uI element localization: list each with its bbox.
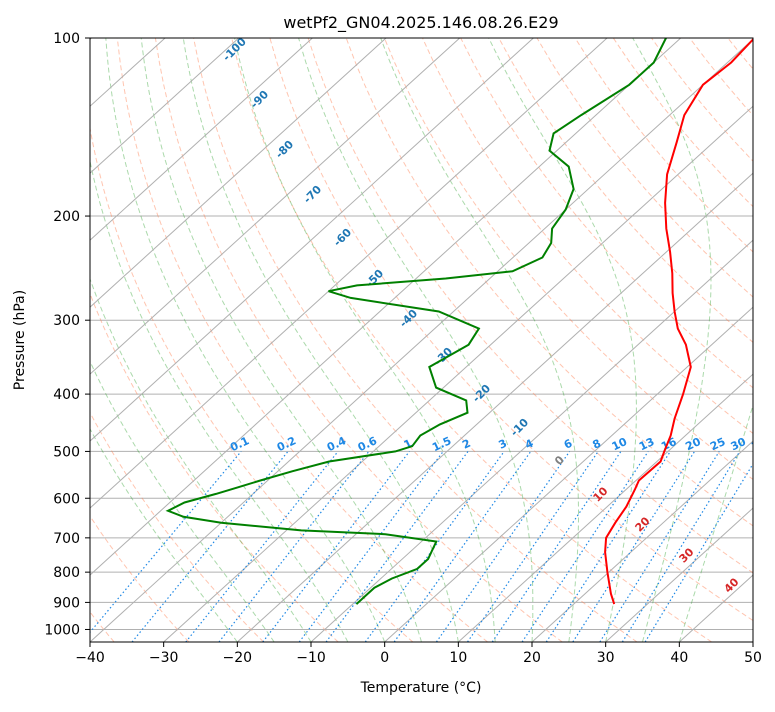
y-tick-label: 800	[53, 565, 80, 581]
y-tick-label: 900	[53, 595, 80, 611]
dry-adiabat-label: -10	[508, 416, 531, 439]
x-tick-label: −30	[149, 650, 179, 666]
y-tick-label: 1000	[44, 622, 80, 638]
mixing-ratio-line	[546, 451, 670, 642]
x-tick-label: −10	[296, 650, 326, 666]
chart-title: wetPf2_GN04.2025.146.08.26.E29	[283, 13, 558, 33]
y-tick-label: 500	[53, 444, 80, 460]
dry-adiabat-label: 0	[552, 453, 567, 468]
isotherm-line	[385, 38, 775, 642]
isotherm-line	[16, 38, 680, 642]
mixing-ratio-label: 25	[708, 435, 727, 453]
dry-adiabat-line	[79, 38, 413, 642]
mixing-ratio-label: 20	[683, 435, 703, 453]
isotherm-line	[0, 38, 533, 642]
y-axis-label: Pressure (hPa)	[12, 290, 28, 390]
mixing-ratio-line	[263, 451, 410, 642]
moist-adiabat-line	[633, 38, 711, 642]
dry-adiabat-label: -60	[331, 226, 354, 249]
dry-adiabat-label: -80	[273, 138, 296, 161]
x-axis-label: Temperature (°C)	[360, 680, 482, 696]
dry-adiabat-label: 40	[722, 575, 742, 595]
mixing-ratio-line	[600, 451, 719, 642]
moist-adiabat-line	[141, 38, 421, 642]
dry-adiabat-label: -70	[301, 183, 324, 206]
dry-adiabat-line	[499, 38, 775, 642]
mixing-ratio-label: 2	[460, 437, 472, 452]
x-tick-label: 10	[449, 650, 467, 666]
mixing-ratio-line	[492, 451, 621, 642]
x-tick-label: −40	[75, 650, 105, 666]
mixing-ratio-line	[573, 451, 695, 642]
dry-adiabat-label: -40	[397, 307, 420, 330]
mixing-ratio-line	[394, 451, 531, 642]
x-tick-label: 0	[380, 650, 389, 666]
dry-adiabat-line	[537, 38, 775, 642]
y-tick-label: 100	[53, 31, 80, 47]
dry-adiabat-line	[270, 38, 775, 642]
moist-adiabat-line	[48, 38, 311, 642]
mixing-ratio-line	[299, 451, 443, 642]
x-tick-label: 40	[670, 650, 688, 666]
dry-adiabat-label: 10	[591, 484, 611, 504]
mixing-ratio-line	[82, 451, 241, 642]
y-tick-label: 300	[53, 313, 80, 329]
dry-adiabat-line	[728, 38, 775, 642]
mixing-ratio-line	[326, 451, 468, 642]
moist-adiabat-line	[679, 38, 775, 642]
dry-adiabat-label: -100	[220, 35, 249, 64]
dry-adiabat-line	[3, 38, 264, 642]
y-tick-label: 200	[53, 209, 80, 225]
moist-adiabat-line	[299, 38, 533, 642]
x-tick-label: 30	[597, 650, 615, 666]
dry-adiabat-label: 20	[633, 514, 653, 534]
isotherm-line	[753, 38, 775, 642]
mixing-ratio-label: 13	[637, 435, 656, 453]
isotherm-line	[0, 38, 312, 642]
mixing-ratio-line	[436, 451, 569, 642]
x-tick-label: 20	[523, 650, 541, 666]
isotherm-line	[679, 38, 775, 642]
y-tick-label: 600	[53, 491, 80, 507]
mixing-ratio-line	[219, 451, 369, 642]
mixing-ratio-line	[645, 451, 760, 642]
dry-adiabat-line	[690, 38, 775, 642]
isotherm-line	[90, 38, 754, 642]
moist-adiabat-line	[235, 38, 496, 642]
dry-adiabat-line	[652, 38, 775, 642]
isotherm-line	[237, 38, 775, 642]
y-tick-label: 700	[53, 531, 80, 547]
mixing-ratio-label: 10	[610, 435, 630, 453]
dry-adiabat-label: -50	[363, 267, 386, 290]
isotherm-line	[0, 38, 386, 642]
isotherm-line	[0, 38, 460, 642]
moist-adiabat-line	[183, 38, 458, 642]
dry-adiabat-line	[423, 38, 775, 642]
mixing-ratio-label: 30	[729, 435, 749, 453]
dry-adiabat-line	[0, 38, 189, 642]
x-tick-label: −20	[223, 650, 253, 666]
y-tick-label: 400	[53, 387, 80, 403]
dry-adiabat-label: -90	[248, 88, 271, 111]
isotherm-line	[532, 38, 775, 642]
mixing-ratio-label: 36	[749, 435, 769, 453]
x-tick-label: 50	[744, 650, 762, 666]
dry-adiabat-label: -20	[470, 382, 493, 405]
isotherm-line	[458, 38, 775, 642]
isotherm-line	[0, 38, 607, 642]
moist-adiabat-line	[23, 38, 274, 642]
dry-adiabat-line	[766, 38, 775, 642]
mixing-ratio-label: 8	[590, 437, 602, 452]
